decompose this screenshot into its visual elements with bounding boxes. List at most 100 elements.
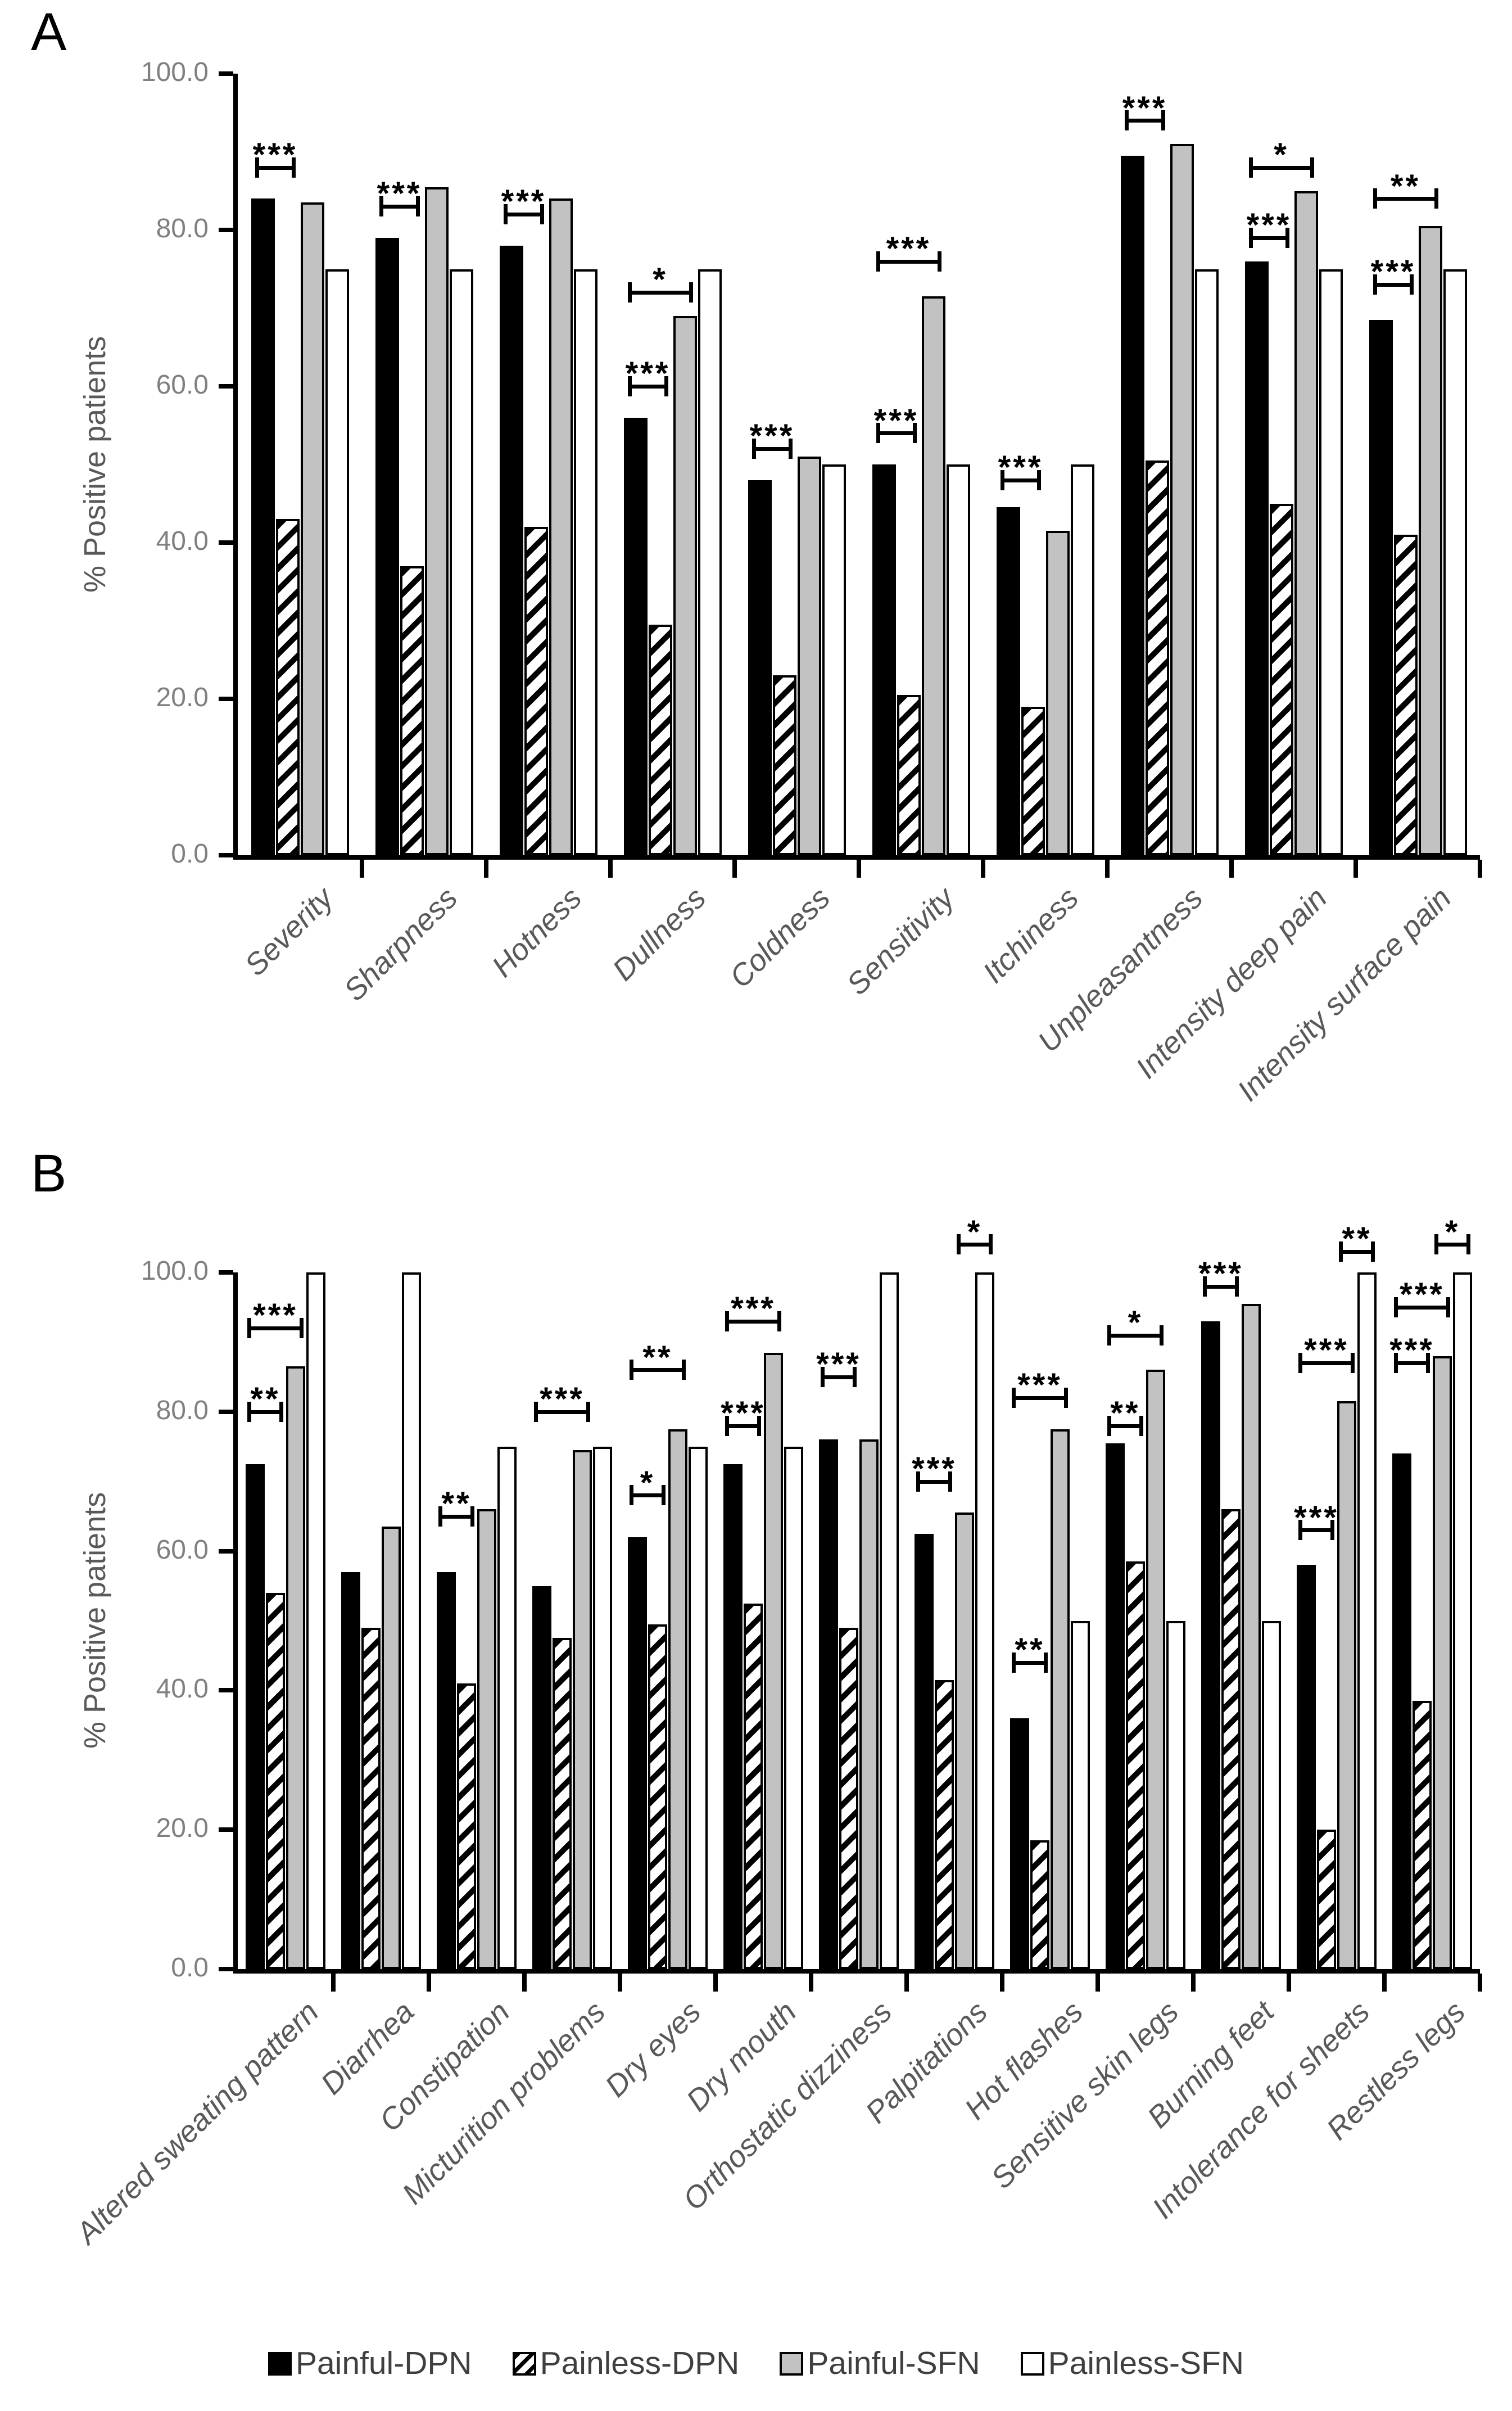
- y-axis-tick-label: 100.0: [141, 1256, 209, 1286]
- bar-Painful-SFN: [797, 457, 821, 855]
- significance-bracket: **: [247, 1383, 283, 1422]
- significance-bracket: **: [630, 1341, 686, 1380]
- bar-Painless-SFN: [593, 1446, 612, 1969]
- significance-label: ***: [1246, 207, 1292, 244]
- significance-label: ***: [886, 230, 931, 267]
- significance-label: **: [1110, 1394, 1140, 1432]
- x-axis-tick: [1095, 1974, 1100, 1992]
- significance-label: ***: [540, 1380, 585, 1417]
- bar-cluster: **: [429, 1272, 524, 1969]
- bar-Painful-DPN: [723, 1464, 743, 1969]
- significance-bracket: ***: [377, 178, 420, 217]
- significance-label: ***: [1304, 1332, 1349, 1369]
- significance-label: **: [1390, 168, 1421, 205]
- legend-swatch-white: [1020, 2351, 1044, 2376]
- bar-Painless-SFN: [1453, 1272, 1472, 1969]
- bar-Painless-SFN: [1443, 269, 1467, 855]
- x-axis-tick: [809, 1974, 813, 1992]
- bar-Painful-SFN: [549, 198, 573, 855]
- bar-Painless-SFN: [1262, 1620, 1281, 1969]
- bar-Painless-DPN: [275, 519, 300, 855]
- x-axis-tick: [1287, 1974, 1291, 1992]
- significance-bracket: ***: [874, 404, 917, 444]
- bar-Painful-DPN: [437, 1572, 456, 1969]
- significance-label: *: [640, 1464, 655, 1501]
- significance-label: **: [642, 1339, 673, 1376]
- y-axis-tick: [219, 228, 233, 232]
- significance-label: ***: [912, 1450, 957, 1487]
- bar-cluster: ***: [524, 1272, 620, 1969]
- significance-label: ***: [873, 402, 919, 439]
- x-axis-tick: [360, 860, 364, 878]
- bar-Painless-DPN: [1145, 460, 1169, 855]
- bar-Painless-DPN: [1221, 1509, 1241, 1969]
- significance-label: ***: [625, 355, 671, 392]
- significance-bracket: ***: [1394, 1279, 1450, 1317]
- bar-Painless-SFN: [497, 1446, 517, 1969]
- significance-bracket: *: [627, 264, 693, 303]
- x-axis-tick: [1191, 1974, 1196, 1992]
- bar-Painless-SFN: [1071, 1620, 1090, 1969]
- bar-Painful-SFN: [1337, 1401, 1356, 1969]
- y-axis-tick: [219, 1967, 233, 1971]
- bar-Painful-SFN: [300, 202, 324, 855]
- significance-label: ***: [1198, 1255, 1243, 1292]
- bar-cluster: *** ***: [716, 1272, 811, 1969]
- bar-Painless-DPN: [266, 1592, 285, 1969]
- legend-item-painful-dpn: Painful-DPN: [268, 2347, 472, 2380]
- bar-cluster: ***: [983, 74, 1107, 855]
- legend-swatch-hatched: [512, 2351, 536, 2376]
- significance-bracket: ***: [816, 1348, 859, 1387]
- y-axis-tick-label: 20.0: [156, 683, 209, 712]
- bar-Painful-SFN: [1146, 1370, 1165, 1969]
- bar-Painful-SFN: [1418, 226, 1442, 855]
- bar-cluster: *** *** *: [1384, 1216, 1480, 1969]
- x-axis-tick: [484, 860, 488, 878]
- y-axis-tick: [219, 1688, 233, 1693]
- significance-bracket: *: [1107, 1306, 1164, 1346]
- significance-bracket: *: [957, 1216, 993, 1255]
- y-axis-tick-label: 80.0: [156, 1395, 209, 1425]
- panel-a-y-axis-title: % Positive patients: [78, 336, 112, 593]
- legend-item-painful-sfn: Painful-SFN: [780, 2347, 980, 2380]
- significance-bracket: **: [438, 1487, 474, 1527]
- bar-Painful-SFN: [921, 296, 945, 855]
- bar-Painful-DPN: [1106, 1443, 1125, 1969]
- bar-Painful-SFN: [382, 1527, 401, 1969]
- x-axis-tick: [732, 860, 737, 878]
- x-axis-tick: [981, 860, 985, 878]
- significance-label: ***: [1122, 89, 1167, 127]
- bar-Painful-SFN: [424, 187, 449, 855]
- bar-Painful-SFN: [859, 1439, 879, 1969]
- bar-Painful-DPN: [532, 1586, 551, 1969]
- y-axis-tick-label: 100.0: [141, 57, 209, 87]
- x-axis-tick: [713, 1974, 718, 1992]
- x-axis-tick: [1105, 860, 1110, 878]
- legend-label: Painless-SFN: [1048, 2345, 1244, 2381]
- bar-Painful-SFN: [477, 1509, 496, 1969]
- x-axis-tick: [1478, 860, 1482, 878]
- y-axis-tick-label: 80.0: [156, 214, 209, 243]
- significance-bracket: ***: [912, 1452, 954, 1492]
- legend-swatch-gray: [780, 2351, 804, 2376]
- bar-Painful-DPN: [996, 507, 1020, 855]
- bar-cluster: ***: [486, 74, 610, 855]
- bar-cluster: *****: [1356, 74, 1480, 855]
- y-axis-tick: [219, 71, 233, 76]
- bar-cluster: *** *: [1232, 74, 1356, 855]
- bar-Painless-SFN: [1319, 269, 1343, 855]
- significance-label: ***: [501, 183, 546, 220]
- bar-Painful-DPN: [748, 480, 772, 855]
- significance-bracket: *: [630, 1466, 666, 1506]
- significance-label: ***: [749, 418, 795, 455]
- y-axis-tick: [219, 1409, 233, 1414]
- significance-label: *: [967, 1213, 983, 1250]
- x-axis-tick: [427, 1974, 431, 1992]
- significance-bracket: **: [1107, 1397, 1143, 1436]
- significance-bracket: ***: [1198, 1257, 1241, 1297]
- y-axis-tick: [219, 853, 233, 857]
- x-axis-tick: [1382, 1974, 1387, 1992]
- bar-Painless-DPN: [897, 695, 921, 855]
- bar-Painless-DPN: [457, 1683, 476, 1969]
- x-axis-tick: [331, 1974, 336, 1992]
